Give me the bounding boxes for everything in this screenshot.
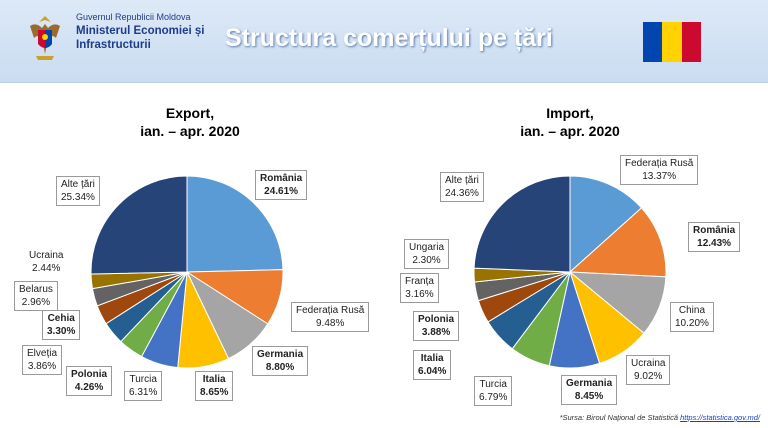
import-label-china: China 10.20% — [670, 302, 714, 332]
ministry-name: Guvernul Republicii Moldova Ministerul E… — [76, 12, 246, 52]
export-label-cehia: Cehia 3.30% — [42, 310, 81, 340]
export-slice-0 — [186, 175, 284, 273]
import-label-polonia: Polonia 3.88% — [413, 311, 460, 341]
export-label-ucraina: Ucraina 2.44% — [29, 250, 64, 274]
import-slice-0 — [569, 175, 643, 274]
import-title-line2: ian. – apr. 2020 — [520, 123, 620, 139]
import-label-germania: Germania 8.45% — [561, 375, 618, 405]
coat-of-arms-icon — [30, 16, 60, 60]
import-label-alte: Alte țări 24.36% — [440, 172, 484, 202]
ministry-line-2: Infrastructurii — [76, 39, 151, 51]
export-label-belarus: Belarus 2.96% — [14, 281, 58, 311]
export-label-alte: Alte țări 25.34% — [56, 176, 100, 206]
export-label-italia: Italia 8.65% — [195, 371, 234, 401]
source-note: *Sursa: Biroul Național de Statistică ht… — [560, 413, 760, 422]
import-label-ungaria: Ungaria 2.30% — [404, 239, 450, 269]
export-label-polonia: Polonia 4.26% — [66, 366, 113, 396]
import-label-romania: România 12.43% — [688, 222, 741, 252]
export-label-romania: România 24.61% — [255, 170, 308, 200]
source-link[interactable]: https://statistica.gov.md/ — [680, 413, 760, 422]
source-text: *Sursa: Biroul Național de Statistică — [559, 413, 678, 422]
import-title-line1: Import, — [546, 105, 594, 121]
import-slice-1 — [568, 207, 667, 278]
import-label-franta: Franța 3.16% — [400, 273, 439, 303]
flag-stripe-red — [681, 22, 701, 62]
import-label-italia: Italia 6.04% — [413, 350, 452, 380]
page-title: Structura comerțului pe țări — [225, 24, 553, 52]
export-chart-title: Export, ian. – apr. 2020 — [110, 104, 270, 140]
export-label-turcia: Turcia 6.31% — [124, 371, 163, 401]
import-label-ucraina: Ucraina 9.02% — [626, 355, 671, 385]
ministry-line-1: Ministerul Economiei și — [76, 25, 205, 37]
export-label-elvetia: Elveția 3.86% — [22, 345, 63, 375]
export-title-line1: Export, — [165, 105, 215, 121]
slide-header: Guvernul Republicii Moldova Ministerul E… — [0, 0, 768, 83]
export-label-rusia: Federația Rusă 9.48% — [291, 302, 370, 332]
export-slice-10 — [90, 175, 188, 275]
export-label-germania: Germania 8.80% — [252, 346, 309, 376]
flag-stripe-blue — [643, 22, 663, 62]
government-line: Guvernul Republicii Moldova — [76, 12, 191, 22]
import-label-rusia: Federația Rusă 13.37% — [620, 155, 699, 185]
flag-stripe-yellow — [662, 22, 682, 62]
export-title-line2: ian. – apr. 2020 — [140, 123, 240, 139]
import-chart-title: Import, ian. – apr. 2020 — [490, 104, 650, 140]
moldova-flag-icon — [643, 22, 701, 62]
import-label-turcia: Turcia 6.79% — [474, 376, 513, 406]
import-slice-10 — [473, 175, 571, 273]
